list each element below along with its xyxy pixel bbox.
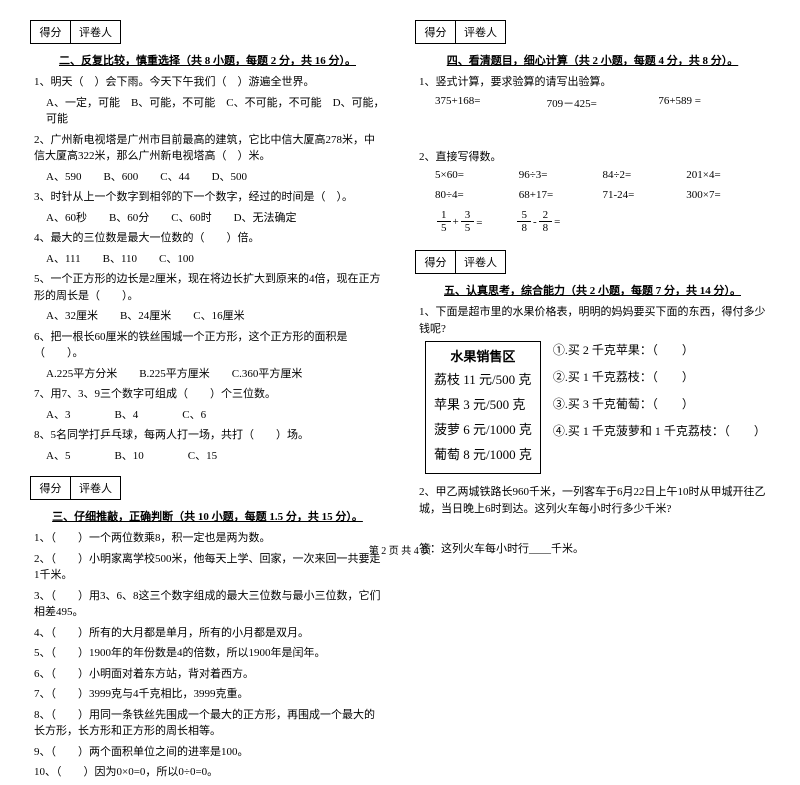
calc-item: 84÷2= (603, 169, 687, 181)
page-columns: 得分 评卷人 二、反复比较，慎重选择（共 8 小题，每题 2 分，共 16 分）… (30, 20, 770, 785)
s3-q5: 5、（ ）1900年的年份数是4的倍数，所以1900年是闰年。 (30, 645, 385, 662)
calc-item: 71-24= (603, 189, 687, 201)
score-box-3: 得分 评卷人 (30, 476, 121, 500)
buy-item: ④.买 1 千克菠萝和 1 千克荔枝：（ ） (553, 422, 766, 439)
s3-q4: 4、（ ）所有的大月都是单月，所有的小月都是双月。 (30, 625, 385, 642)
s3-q6: 6、（ ）小明面对着东方站，背对着西方。 (30, 666, 385, 683)
calc-item: 76+589 = (658, 95, 770, 111)
calc-item: 80÷4= (435, 189, 519, 201)
buy-item: ②.买 1 千克荔枝：（ ） (553, 368, 766, 385)
s2-q7-opts: A、3 B、4 C、6 (30, 407, 385, 424)
fruit-item: 菠萝 6 元/1000 克 (434, 419, 532, 438)
section-4-title: 四、看清题目，细心计算（共 2 小题，每题 4 分，共 8 分）。 (415, 52, 770, 68)
fruit-title: 水果销售区 (434, 346, 532, 365)
calc-row-1: 375+168= 709－425= 76+589 = (415, 95, 770, 111)
s2-q6-opts: A.225平方分米 B.225平方厘米 C.360平方厘米 (30, 366, 385, 383)
s2-q1: 1、明天（ ）会下雨。今天下午我们（ ）游遍全世界。 (30, 74, 385, 91)
score-label: 得分 (416, 251, 456, 273)
buy-item: ③.买 3 千克葡萄：（ ） (553, 395, 766, 412)
calc-item: 375+168= (435, 95, 547, 111)
fraction: 58 (517, 209, 531, 234)
s2-q4: 4、最大的三位数是最大一位数的（ ）倍。 (30, 230, 385, 247)
s2-q4-opts: A、111 B、110 C、100 (30, 251, 385, 268)
s2-q7: 7、用7、3、9三个数字可组成（ ）个三位数。 (30, 386, 385, 403)
calc-item: 68+17= (519, 189, 603, 201)
s3-q7: 7、（ ）3999克与4千克相比，3999克重。 (30, 686, 385, 703)
s5-q2: 2、甲乙两城铁路长960千米，一列客车于6月22日上午10时从甲城开往乙城，当日… (415, 484, 770, 517)
s4-q1: 1、竖式计算，要求验算的请写出验算。 (415, 74, 770, 91)
grader-label: 评卷人 (71, 477, 120, 499)
fruit-item: 苹果 3 元/500 克 (434, 394, 532, 413)
s3-q9: 9、（ ）两个面积单位之间的进率是100。 (30, 744, 385, 761)
fruit-section: 水果销售区 荔枝 11 元/500 克 苹果 3 元/500 克 菠萝 6 元/… (415, 341, 770, 474)
section-2-title: 二、反复比较，慎重选择（共 8 小题，每题 2 分，共 16 分）。 (30, 52, 385, 68)
calc-item: 5×60= (435, 169, 519, 181)
s3-q8: 8、（ ）用同一条铁丝先围成一个最大的正方形，再围成一个最大的长方形，长方形和正… (30, 707, 385, 740)
s2-q3-opts: A、60秒 B、60分 C、60时 D、无法确定 (30, 210, 385, 227)
left-column: 得分 评卷人 二、反复比较，慎重选择（共 8 小题，每题 2 分，共 16 分）… (30, 20, 385, 785)
calc-item: 709－425= (547, 95, 659, 111)
grader-label: 评卷人 (71, 21, 120, 43)
s4-q2: 2、直接写得数。 (415, 149, 770, 166)
s5-q1: 1、下面是超市里的水果价格表，明明的妈妈要买下面的东西，得付多少钱呢? (415, 304, 770, 337)
s2-q8-opts: A、5 B、10 C、15 (30, 448, 385, 465)
fruit-item: 荔枝 11 元/500 克 (434, 369, 532, 388)
score-label: 得分 (31, 477, 71, 499)
fraction: 28 (539, 209, 553, 234)
s3-q3: 3、（ ）用3、6、8这三个数字组成的最大三位数与最小三位数，它们相差495。 (30, 588, 385, 621)
score-box-2: 得分 评卷人 (30, 20, 121, 44)
grader-label: 评卷人 (456, 251, 505, 273)
grader-label: 评卷人 (456, 21, 505, 43)
fruit-price-box: 水果销售区 荔枝 11 元/500 克 苹果 3 元/500 克 菠萝 6 元/… (425, 341, 541, 474)
calc-row-2: 5×60= 96÷3= 84÷2= 201×4= (415, 169, 770, 181)
fruit-item: 葡萄 8 元/1000 克 (434, 444, 532, 463)
fraction: 15 (437, 209, 451, 234)
calc-item: 96÷3= (519, 169, 603, 181)
s3-q10: 10、（ ）因为0×0=0，所以0÷0=0。 (30, 764, 385, 781)
s2-q5: 5、一个正方形的边长是2厘米，现在将边长扩大到原来的4倍，现在正方形的周长是（ … (30, 271, 385, 304)
s2-q6: 6、把一根长60厘米的铁丝围城一个正方形，这个正方形的面积是（ ）。 (30, 329, 385, 362)
page-footer: 第 2 页 共 4 页 (0, 542, 800, 557)
s2-q2: 2、广州新电视塔是广州市目前最高的建筑，它比中信大厦高278米，中信大厦高322… (30, 132, 385, 165)
buy-list: ①.买 2 千克苹果：（ ） ②.买 1 千克荔枝：（ ） ③.买 3 千克葡萄… (553, 341, 766, 474)
s2-q3: 3、时针从上一个数字到相邻的下一个数字，经过的时间是（ ）。 (30, 189, 385, 206)
score-box-4: 得分 评卷人 (415, 20, 506, 44)
s2-q1-opts: A、一定，可能 B、可能，不可能 C、不可能，不可能 D、可能，可能 (30, 95, 385, 128)
fraction: 35 (461, 209, 475, 234)
score-label: 得分 (416, 21, 456, 43)
calc-row-3: 80÷4= 68+17= 71-24= 300×7= (415, 189, 770, 201)
score-box-5: 得分 评卷人 (415, 250, 506, 274)
section-5-title: 五、认真思考，综合能力（共 2 小题，每题 7 分，共 14 分）。 (415, 282, 770, 298)
calc-item: 300×7= (686, 189, 770, 201)
buy-item: ①.买 2 千克苹果：（ ） (553, 341, 766, 358)
score-label: 得分 (31, 21, 71, 43)
s2-q2-opts: A、590 B、600 C、44 D、500 (30, 169, 385, 186)
s2-q8: 8、5名同学打乒乓球，每两人打一场，共打（ ）场。 (30, 427, 385, 444)
section-3-title: 三、仔细推敲，正确判断（共 10 小题，每题 1.5 分，共 15 分）。 (30, 508, 385, 524)
right-column: 得分 评卷人 四、看清题目，细心计算（共 2 小题，每题 4 分，共 8 分）。… (415, 20, 770, 785)
fraction-row: 15 + 35 = 58 - 28 = (415, 209, 770, 234)
calc-item: 201×4= (686, 169, 770, 181)
s2-q5-opts: A、32厘米 B、24厘米 C、16厘米 (30, 308, 385, 325)
